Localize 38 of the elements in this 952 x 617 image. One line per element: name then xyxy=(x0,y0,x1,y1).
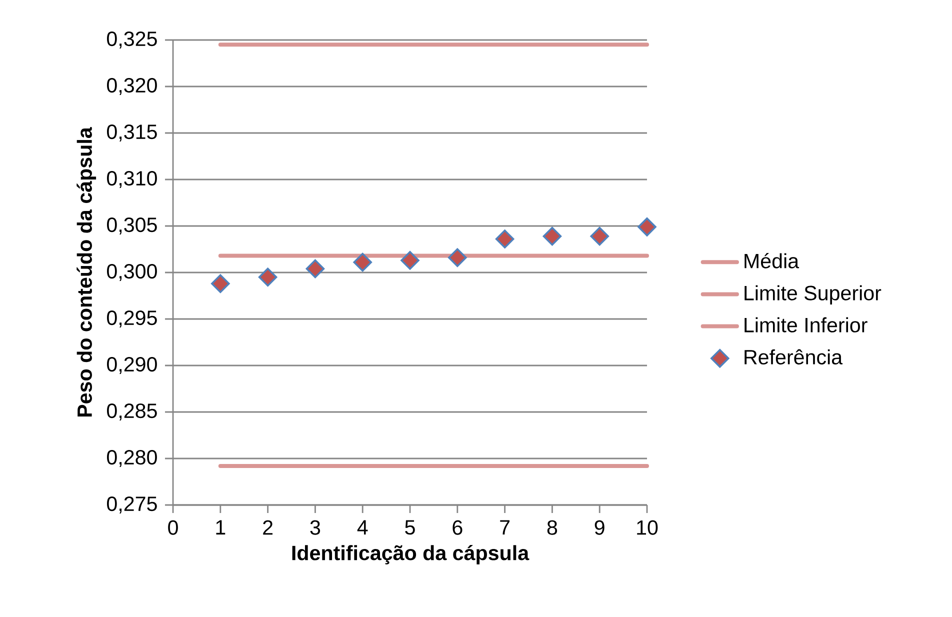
legend-label: Referência xyxy=(744,349,843,364)
point xyxy=(495,230,514,248)
y-tick-label: 0,295 xyxy=(107,310,157,328)
y-tick-label: 0,320 xyxy=(107,78,157,96)
point xyxy=(258,268,278,287)
y-tick-label: 0,325 xyxy=(107,31,157,49)
y-tick-label: 0,290 xyxy=(107,356,157,374)
point xyxy=(211,274,230,294)
point xyxy=(448,248,467,268)
y-tick-label: 0,305 xyxy=(107,217,157,235)
x-axis-title: Identificação da cápsula xyxy=(292,544,530,564)
legend-label: Limite Inferior xyxy=(744,317,868,332)
x-tick-label: 4 xyxy=(357,520,368,534)
y-tick-label: 0,310 xyxy=(107,170,157,188)
x-tick-label: 1 xyxy=(216,520,226,534)
point xyxy=(306,259,325,278)
x-tick-label: 0 xyxy=(168,520,178,535)
x-tick-label: 8 xyxy=(547,520,558,535)
point xyxy=(638,218,656,236)
y-tick-label: 0,280 xyxy=(107,450,157,468)
y-tick-label: 0,315 xyxy=(107,124,157,142)
y-tick-label: 0,300 xyxy=(107,264,157,282)
x-tick-label: 5 xyxy=(405,520,415,535)
point xyxy=(590,226,609,246)
y-axis-title: Peso do conteúdo da cápsula xyxy=(76,126,96,416)
legend-label: Limite Superior xyxy=(744,285,882,304)
x-tick-label: 7 xyxy=(500,520,510,534)
point xyxy=(542,226,562,246)
point xyxy=(353,252,372,272)
x-tick-label: 3 xyxy=(310,520,320,535)
y-tick-label: 0,275 xyxy=(107,496,157,514)
x-tick-label: 6 xyxy=(452,520,462,535)
point xyxy=(400,251,420,270)
x-tick-label: 10 xyxy=(637,520,658,535)
y-tick-label: 0,285 xyxy=(107,403,157,421)
x-tick-label: 9 xyxy=(594,520,604,535)
legend-label: Média xyxy=(744,252,800,268)
x-tick-label: 2 xyxy=(263,520,272,535)
